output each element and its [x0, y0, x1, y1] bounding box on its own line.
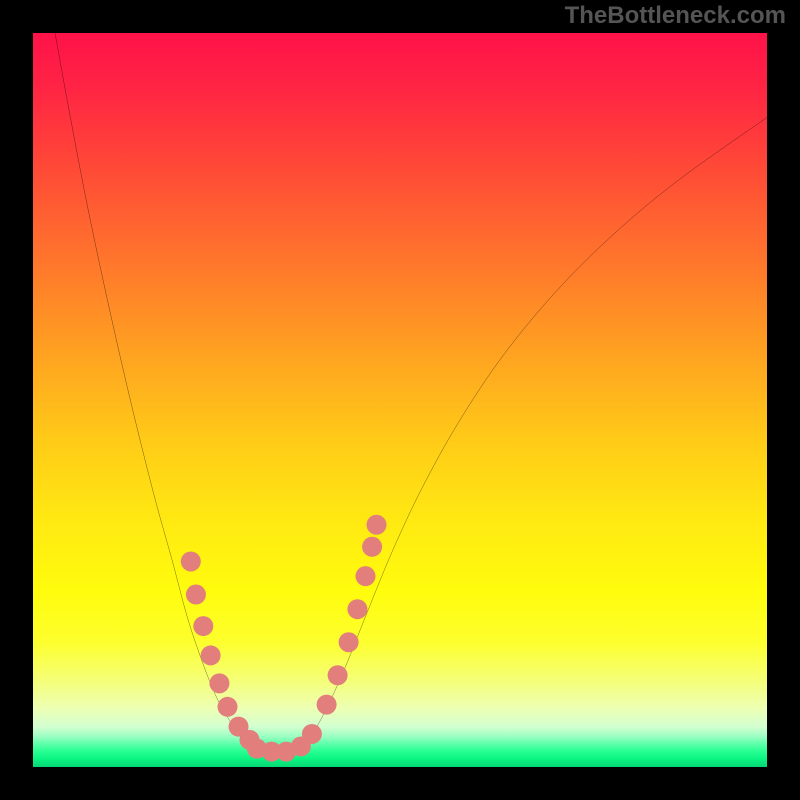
data-marker — [193, 616, 213, 636]
data-marker — [362, 537, 382, 557]
chart-container: TheBottleneck.com — [0, 0, 800, 800]
data-marker — [317, 695, 337, 715]
data-marker — [339, 632, 359, 652]
data-marker — [181, 551, 201, 571]
data-marker — [302, 724, 322, 744]
data-marker — [218, 697, 238, 717]
curve-layer — [33, 33, 767, 767]
data-marker — [347, 599, 367, 619]
data-marker — [356, 566, 376, 586]
plot-area — [33, 33, 767, 767]
watermark-text: TheBottleneck.com — [565, 2, 786, 30]
data-marker — [328, 665, 348, 685]
data-marker — [201, 645, 221, 665]
data-marker — [367, 515, 387, 535]
data-marker — [209, 673, 229, 693]
data-marker — [186, 585, 206, 605]
bottleneck-curve — [55, 33, 767, 752]
